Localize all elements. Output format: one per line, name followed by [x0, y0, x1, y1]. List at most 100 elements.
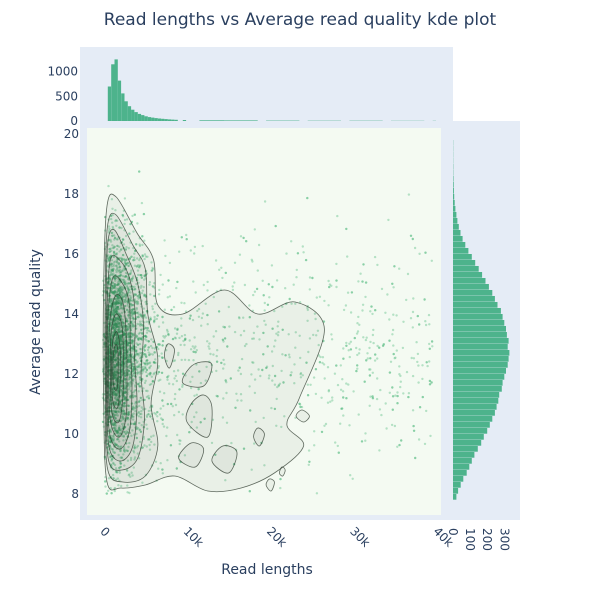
scatter-point — [129, 272, 132, 276]
scatter-point — [174, 403, 178, 407]
scatter-point — [276, 334, 280, 337]
scatter-point — [125, 246, 128, 249]
scatter-point — [361, 280, 364, 283]
scatter-point — [113, 319, 116, 322]
scatter-point — [114, 349, 117, 352]
right-histogram-bar — [453, 320, 505, 326]
scatter-point — [148, 367, 151, 370]
right-histogram-tick-label: 100 — [463, 528, 477, 551]
scatter-point — [313, 312, 317, 315]
scatter-point — [130, 314, 133, 317]
scatter-point — [124, 234, 128, 238]
right-histogram-bar — [453, 476, 464, 482]
scatter-point — [123, 197, 127, 200]
scatter-point — [169, 444, 173, 447]
scatter-point — [320, 430, 324, 434]
scatter-point — [373, 359, 377, 362]
scatter-point — [141, 365, 145, 369]
top-histogram-bar — [157, 118, 162, 121]
scatter-point — [138, 273, 142, 277]
scatter-point — [147, 397, 151, 400]
scatter-point — [113, 413, 117, 417]
scatter-point — [111, 268, 115, 271]
scatter-point — [130, 296, 133, 299]
scatter-point — [196, 309, 199, 313]
scatter-point — [301, 245, 304, 248]
scatter-point — [133, 317, 136, 321]
scatter-point — [324, 422, 328, 426]
scatter-point — [114, 341, 117, 345]
scatter-point — [109, 240, 113, 243]
scatter-point — [123, 358, 126, 361]
scatter-point — [195, 393, 198, 396]
scatter-point — [161, 356, 164, 359]
scatter-point — [116, 294, 119, 298]
scatter-point — [382, 343, 385, 346]
scatter-point — [117, 330, 121, 334]
scatter-point — [119, 428, 122, 431]
scatter-point — [418, 323, 421, 326]
scatter-point — [120, 371, 123, 374]
scatter-point — [134, 351, 137, 354]
scatter-point — [222, 358, 225, 362]
scatter-point — [252, 293, 255, 297]
scatter-point — [117, 391, 120, 395]
scatter-point — [125, 318, 128, 321]
scatter-point — [368, 346, 371, 350]
scatter-point — [143, 274, 146, 277]
scatter-point — [153, 351, 156, 354]
scatter-point — [145, 363, 149, 366]
scatter-point — [113, 286, 117, 289]
scatter-point — [375, 397, 379, 401]
top-histogram-bar — [134, 112, 138, 121]
scatter-point — [292, 283, 295, 286]
scatter-point — [173, 397, 176, 401]
scatter-point — [330, 333, 333, 336]
scatter-point — [388, 318, 391, 321]
scatter-point — [127, 356, 131, 360]
scatter-point — [139, 355, 143, 358]
scatter-point — [357, 315, 360, 319]
top-histogram-bar — [199, 120, 225, 121]
scatter-point — [107, 257, 110, 260]
scatter-point — [428, 383, 432, 386]
scatter-point — [368, 368, 371, 371]
scatter-point — [136, 269, 140, 272]
scatter-point — [114, 416, 117, 420]
scatter-point — [263, 301, 266, 305]
scatter-point — [355, 369, 358, 373]
scatter-point — [379, 388, 382, 392]
right-histogram-bar — [453, 434, 484, 440]
scatter-point — [270, 350, 274, 353]
scatter-point — [307, 463, 310, 466]
right-histogram-bar — [453, 494, 457, 500]
scatter-point — [398, 365, 401, 368]
scatter-point — [176, 328, 179, 331]
scatter-point — [147, 372, 150, 376]
scatter-point — [299, 405, 302, 409]
scatter-point — [156, 314, 159, 317]
scatter-point — [368, 404, 371, 407]
scatter-point — [149, 364, 152, 368]
top-histogram-bar — [127, 106, 132, 121]
scatter-point — [279, 477, 282, 481]
scatter-point — [123, 355, 127, 358]
scatter-point — [417, 381, 420, 384]
scatter-point — [318, 295, 322, 298]
scatter-point — [146, 361, 149, 365]
scatter-point — [143, 239, 146, 242]
scatter-point — [140, 284, 143, 288]
scatter-point — [114, 467, 118, 470]
scatter-point — [394, 394, 397, 397]
scatter-point — [335, 364, 338, 367]
scatter-point — [129, 382, 132, 386]
scatter-point — [145, 374, 149, 378]
scatter-point — [113, 392, 117, 396]
scatter-point — [113, 350, 117, 353]
scatter-point — [113, 463, 117, 467]
scatter-point — [339, 364, 342, 367]
scatter-point — [148, 281, 152, 284]
scatter-point — [356, 364, 359, 367]
top-histogram-ticks: 0 500 1000 — [47, 65, 78, 128]
scatter-point — [122, 278, 125, 282]
